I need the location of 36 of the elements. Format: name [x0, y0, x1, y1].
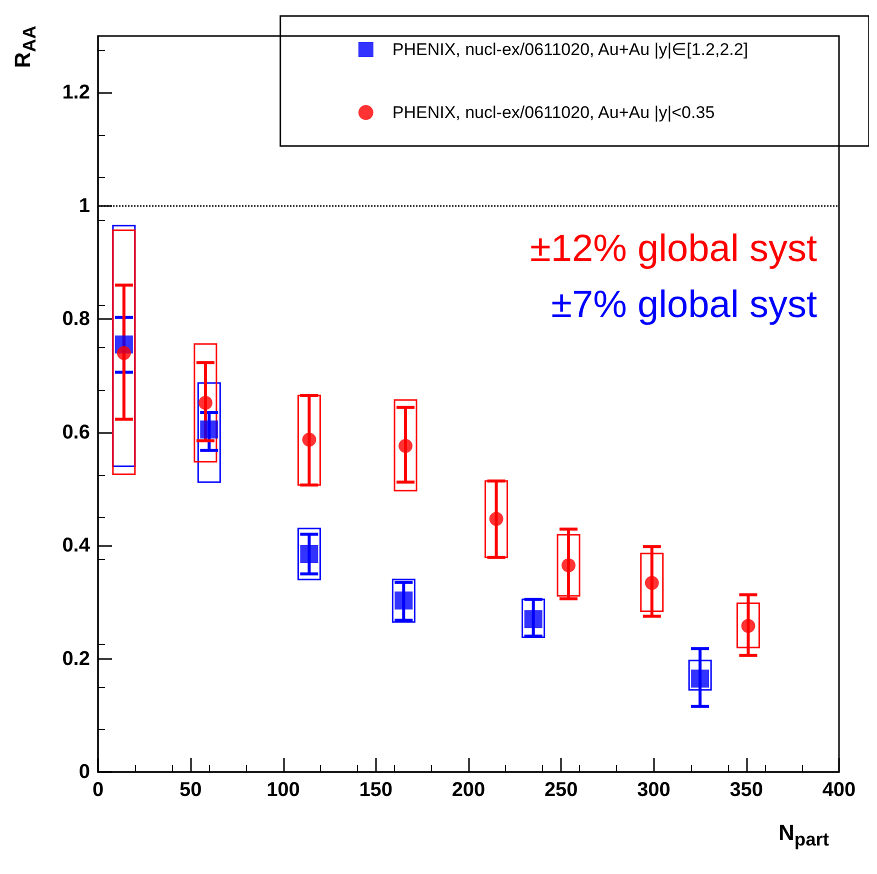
- y-tick-label: 1.2: [62, 82, 90, 104]
- bar: [556, 534, 580, 597]
- x-tick-label: 0: [92, 779, 104, 801]
- point: [562, 558, 576, 572]
- point: [489, 512, 504, 526]
- point: [644, 576, 659, 590]
- point: [198, 396, 212, 410]
- x-tick-label: 250: [544, 779, 578, 801]
- y-tick-label: 0.4: [62, 534, 91, 557]
- bar: [297, 528, 321, 580]
- bar: [297, 394, 321, 486]
- y-tick-label: 0: [78, 761, 90, 783]
- bar: [197, 382, 221, 483]
- annotation: ±12% global syst: [530, 228, 818, 270]
- legend-label: PHENIX, nucl-ex/0611020, Au+Au |y|<0.35: [392, 103, 715, 122]
- x-tick-label: 150: [359, 779, 393, 801]
- point: [116, 346, 131, 360]
- annotation: ±7% global syst: [551, 284, 818, 326]
- x-tick-label: 350: [730, 779, 764, 801]
- x-tick-label: 100: [266, 779, 300, 801]
- x-tick-label: 50: [180, 779, 202, 801]
- point: [200, 420, 218, 438]
- bar: [194, 343, 218, 462]
- bar: [394, 399, 418, 492]
- legend-label: PHENIX, nucl-ex/0611020, Au+Au |y|∈[1.2,2.2]: [392, 40, 748, 59]
- y-tick-label: 1: [78, 194, 90, 217]
- point: [302, 432, 316, 447]
- y-tick-label: 0.2: [62, 648, 90, 670]
- x-tick-label: 300: [637, 779, 670, 801]
- point: [398, 438, 413, 453]
- x-tick-label: 400: [822, 779, 856, 801]
- x-axis-title: N$_{part}$: [778, 820, 829, 850]
- bar: [522, 598, 546, 638]
- y-tick-label: 0.8: [62, 308, 90, 330]
- y-tick-label: 0.6: [62, 421, 90, 444]
- x-tick-label: 200: [452, 779, 486, 801]
